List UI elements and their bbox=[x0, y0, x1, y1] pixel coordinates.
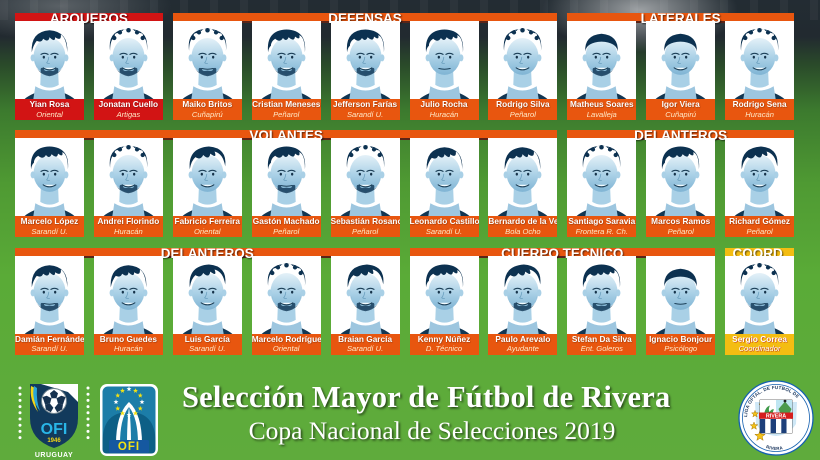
svg-text:OFI: OFI bbox=[118, 441, 140, 453]
svg-text:1946: 1946 bbox=[47, 438, 61, 444]
svg-text:RIVERA: RIVERA bbox=[766, 413, 786, 419]
svg-text:OFI: OFI bbox=[41, 421, 68, 438]
svg-text:URUGUAY: URUGUAY bbox=[35, 452, 73, 459]
